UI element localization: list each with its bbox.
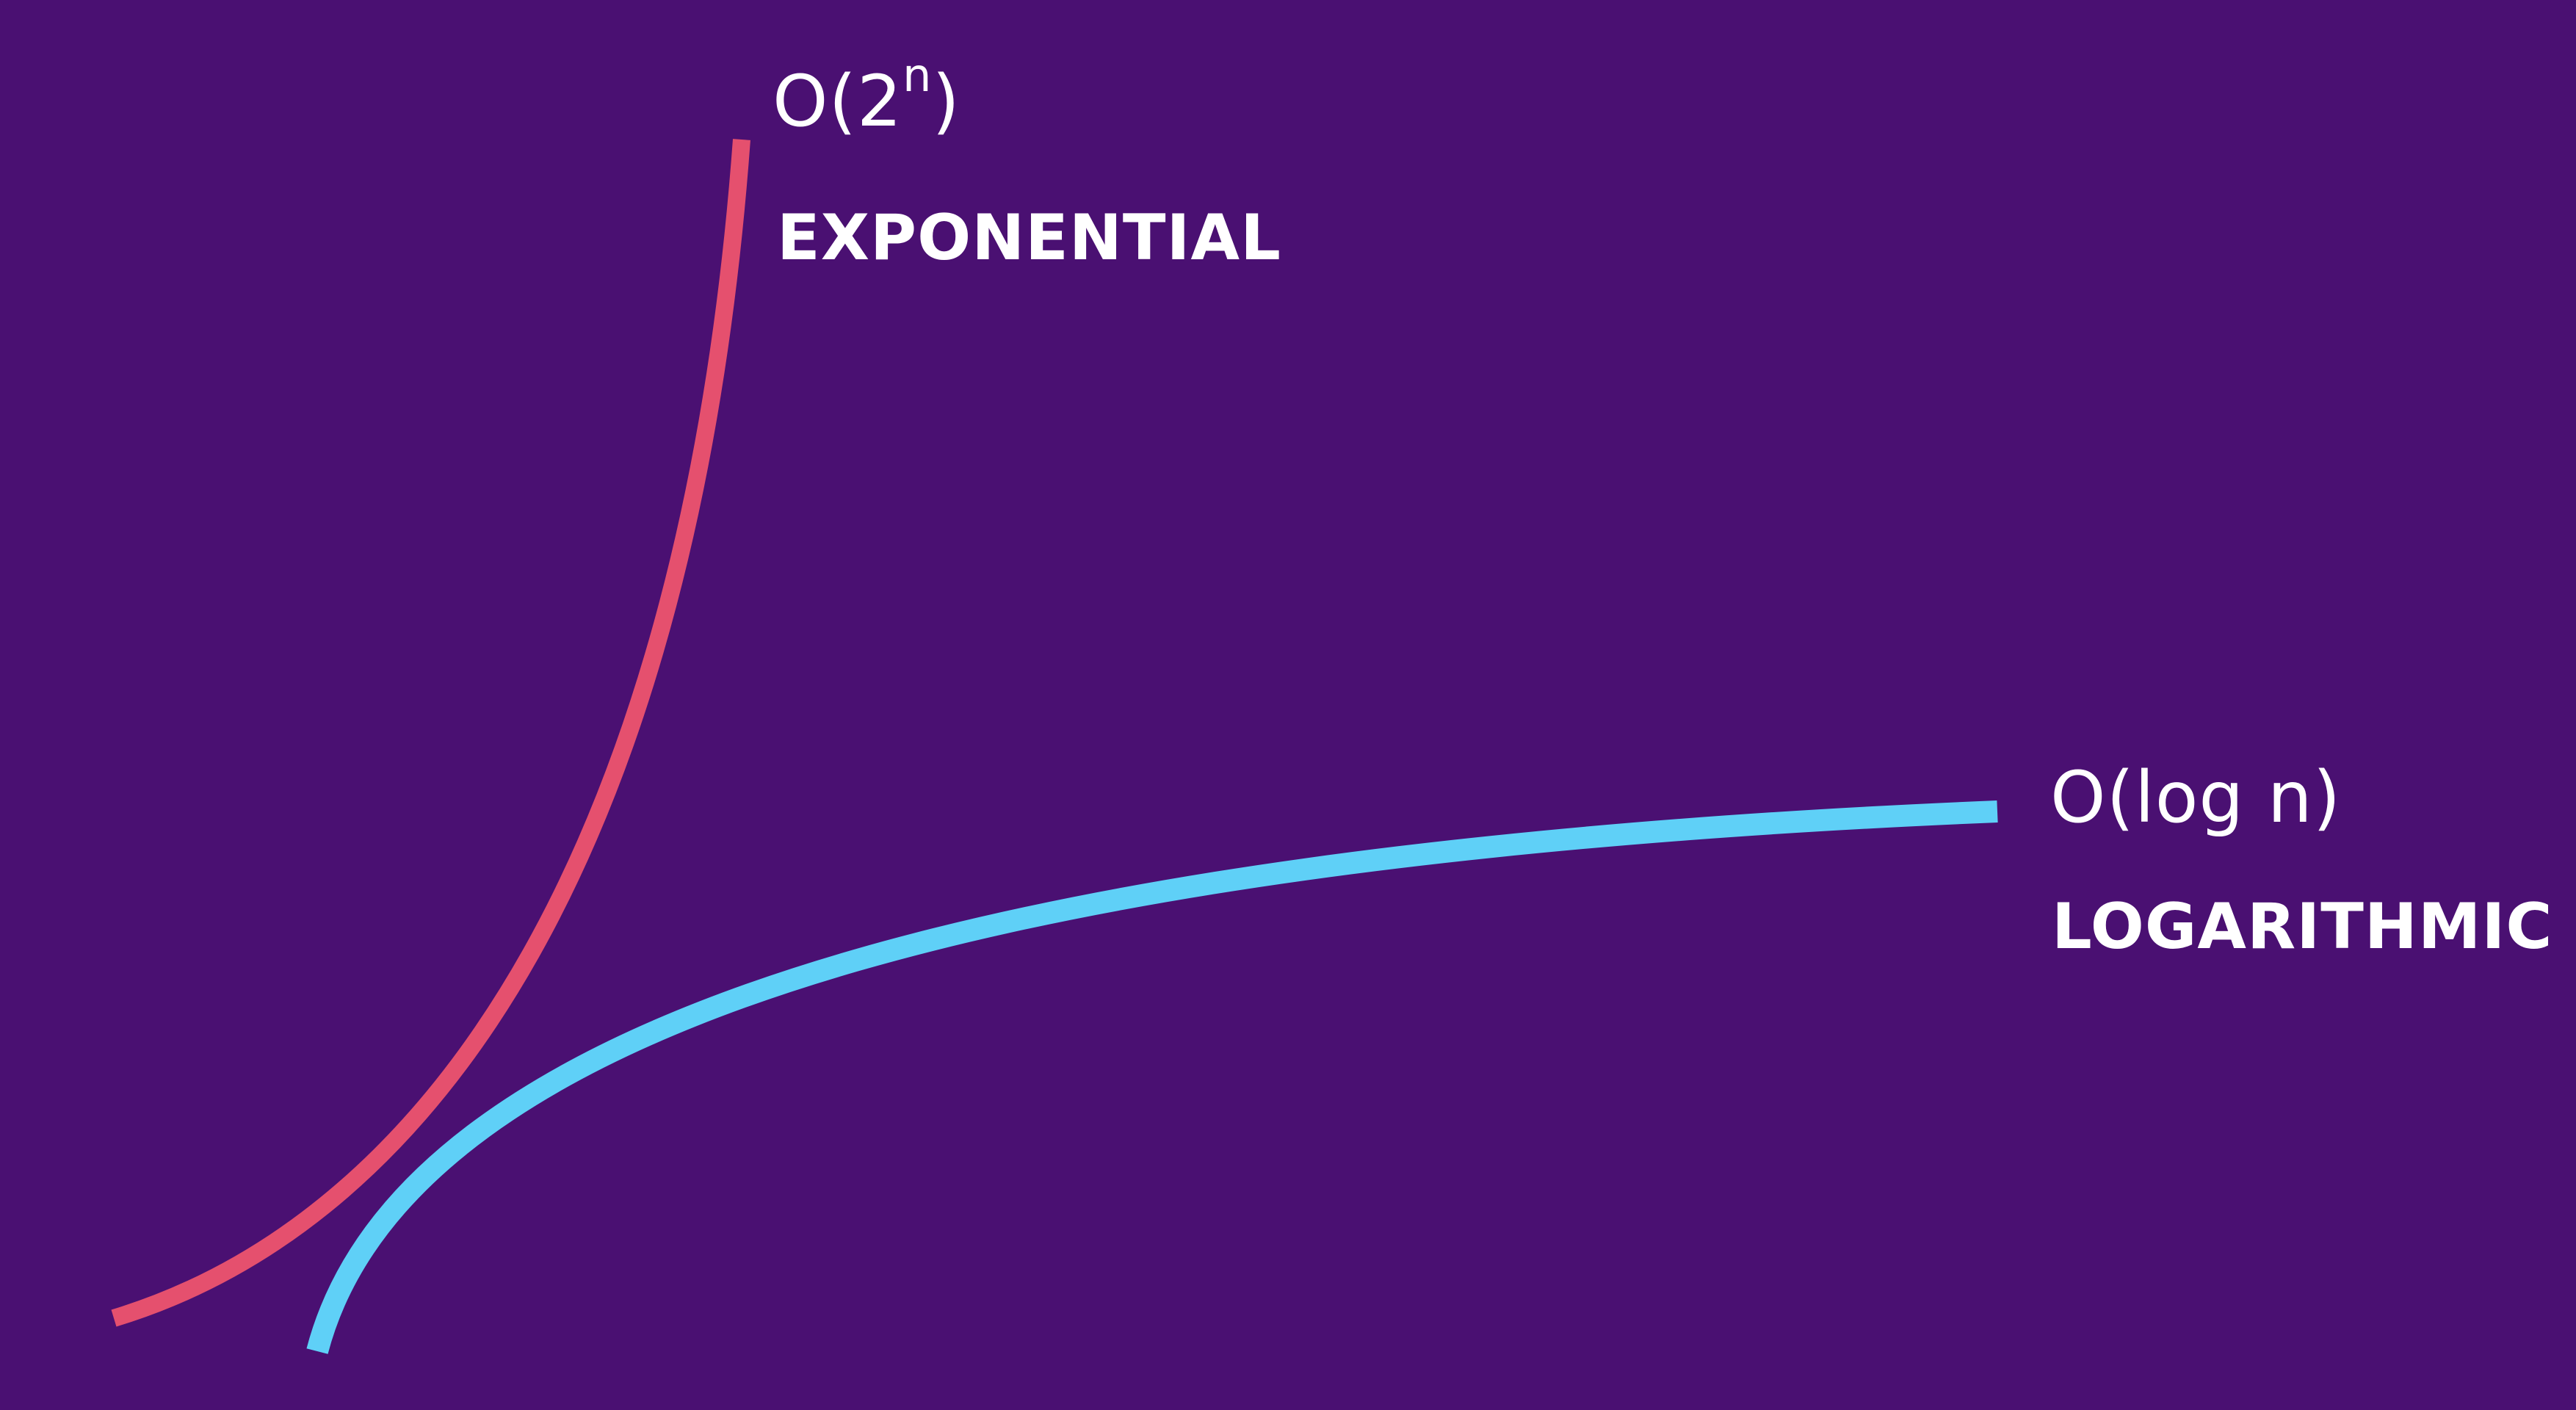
logarithmic-label: LOGARITHMIC xyxy=(2052,890,2553,964)
exponential-notation-exponent: n xyxy=(902,48,933,102)
exponential-curve xyxy=(111,139,750,1327)
exponential-label: EXPONENTIAL xyxy=(777,201,1281,275)
logarithmic-curve xyxy=(306,800,1998,1354)
exponential-notation-suffix: ) xyxy=(932,60,960,142)
logarithmic-notation: O(log n) xyxy=(2050,756,2342,839)
exponential-notation: O(2n) xyxy=(773,53,960,143)
exponential-notation-prefix: O(2 xyxy=(773,60,903,142)
